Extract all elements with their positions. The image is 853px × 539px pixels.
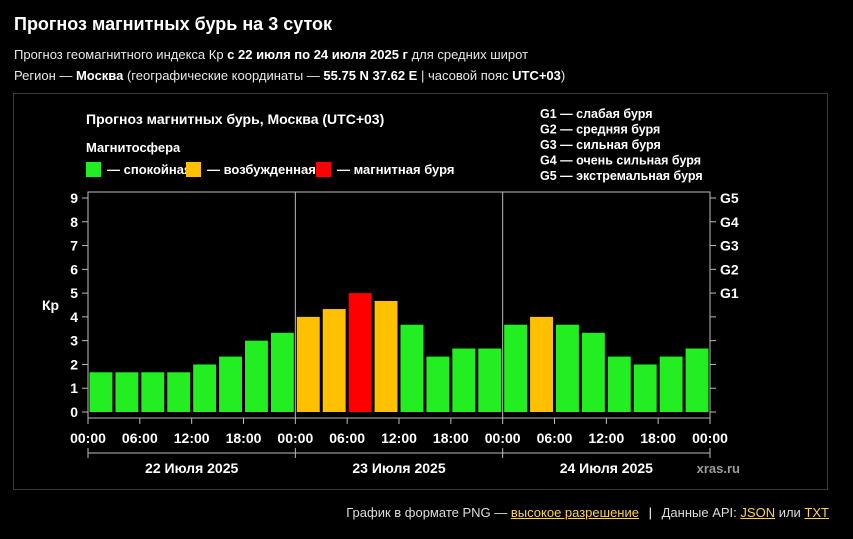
- y-axis-label: Кр: [42, 297, 59, 313]
- y-tick-label: 6: [70, 261, 78, 277]
- kp-bar: [322, 309, 346, 412]
- kp-bar: [296, 316, 320, 412]
- timezone-value: UTC+03: [512, 68, 561, 83]
- png-text: График в формате PNG —: [346, 505, 508, 520]
- kp-bar: [270, 332, 294, 412]
- kp-bar: [685, 348, 709, 412]
- kp-bar: [193, 364, 217, 412]
- region-label: Регион —: [14, 68, 76, 83]
- x-tick-label: 12:00: [174, 430, 210, 446]
- kp-bar: [167, 372, 191, 412]
- kp-chart: Прогноз магнитных бурь, Москва (UTC+03) М…: [42, 107, 740, 476]
- y-tick-label: 9: [70, 190, 78, 206]
- legend-label: — возбужденная: [207, 162, 316, 177]
- kp-bar: [556, 324, 579, 412]
- legend-swatch: [86, 162, 101, 177]
- kp-bar: [348, 293, 372, 412]
- x-tick-label: 00:00: [70, 430, 106, 446]
- x-tick-label: 12:00: [381, 430, 417, 446]
- day-label: 24 Июля 2025: [560, 460, 653, 476]
- kp-bar: [400, 324, 424, 412]
- x-tick-label: 12:00: [588, 430, 624, 446]
- forecast-subtitle: Прогноз геомагнитного индекса Кр с 22 ию…: [14, 47, 528, 62]
- kp-bar: [659, 356, 683, 412]
- g-scale-label: G4: [720, 214, 739, 230]
- storm-scale-item: G1 — слабая буря: [540, 107, 653, 121]
- x-tick-label: 18:00: [640, 430, 676, 446]
- x-tick-label: 00:00: [692, 430, 728, 446]
- day-label: 22 Июля 2025: [145, 460, 238, 476]
- x-tick-label: 06:00: [329, 430, 365, 446]
- coords-label: (географические координаты —: [123, 68, 324, 83]
- g-scale-label: G1: [720, 285, 739, 301]
- kp-bar: [633, 364, 657, 412]
- kp-bar: [89, 372, 113, 412]
- x-tick-label: 06:00: [122, 430, 158, 446]
- y-tick-label: 8: [70, 214, 78, 230]
- kp-bar: [581, 332, 605, 412]
- page-title: Прогноз магнитных бурь на 3 суток: [14, 14, 333, 34]
- y-tick-label: 7: [70, 238, 78, 254]
- kp-bar: [504, 324, 528, 412]
- chart-frame: Прогноз магнитных бурь, Москва (UTC+03) М…: [13, 93, 828, 490]
- kp-bar: [530, 316, 553, 412]
- region-city: Москва: [75, 68, 124, 83]
- y-tick-label: 1: [70, 380, 78, 396]
- coords-value: 55.75 N 37.62 E: [323, 68, 418, 83]
- g-scale-label: G5: [720, 190, 739, 206]
- y-tick-label: 5: [70, 285, 78, 301]
- y-tick-label: 3: [70, 333, 78, 349]
- region-info-end: ): [560, 68, 566, 83]
- legend-swatch: [186, 162, 201, 177]
- legend-swatch: [316, 162, 331, 177]
- y-tick-label: 0: [70, 404, 78, 420]
- legend-title: Магнитосфера: [86, 140, 181, 155]
- or-text: или: [778, 505, 801, 520]
- region-info: Регион — Москва (географические координа…: [14, 68, 565, 83]
- watermark: xras.ru: [697, 461, 740, 476]
- api-text: Данные API:: [661, 505, 737, 520]
- legend-label: — магнитная буря: [337, 162, 454, 177]
- x-tick-label: 18:00: [226, 430, 262, 446]
- chart-title: Прогноз магнитных бурь, Москва (UTC+03): [86, 111, 384, 127]
- x-tick-label: 00:00: [277, 430, 313, 446]
- timezone-label: | часовой пояс: [417, 68, 513, 83]
- footer-separator: |: [648, 505, 652, 520]
- kp-bar: [452, 348, 476, 412]
- kp-bar: [478, 348, 502, 412]
- g-scale-label: G3: [720, 238, 739, 254]
- x-tick-label: 06:00: [537, 430, 573, 446]
- storm-scale-item: G3 — сильная буря: [540, 138, 661, 152]
- subtitle-text: Прогноз геомагнитного индекса Кр: [14, 47, 228, 62]
- day-label: 23 Июля 2025: [352, 460, 445, 476]
- hires-link[interactable]: высокое разрешение: [510, 505, 639, 520]
- json-link[interactable]: JSON: [740, 505, 776, 520]
- g-scale-label: G2: [720, 261, 739, 277]
- kp-bar: [141, 372, 165, 412]
- legend-label: — спокойная: [107, 162, 192, 177]
- kp-bar: [219, 356, 242, 412]
- x-tick-label: 18:00: [433, 430, 469, 446]
- storm-scale-item: G5 — экстремальная буря: [540, 169, 703, 183]
- txt-link[interactable]: TXT: [804, 505, 829, 520]
- date-range: с 22 июля по 24 июля 2025 г: [227, 47, 408, 62]
- x-tick-label: 00:00: [485, 430, 521, 446]
- kp-bar: [374, 300, 398, 412]
- kp-bar: [426, 356, 450, 412]
- storm-scale-item: G2 — средняя буря: [540, 123, 660, 137]
- kp-bar: [607, 356, 631, 412]
- subtitle-text-end: для средних широт: [407, 47, 529, 62]
- y-tick-label: 2: [70, 356, 78, 372]
- footer: График в формате PNG — высокое разрешени…: [346, 505, 829, 520]
- y-tick-label: 4: [70, 309, 78, 325]
- kp-bar: [115, 372, 139, 412]
- storm-scale-item: G4 — очень сильная буря: [540, 154, 701, 168]
- kp-bar: [245, 340, 268, 412]
